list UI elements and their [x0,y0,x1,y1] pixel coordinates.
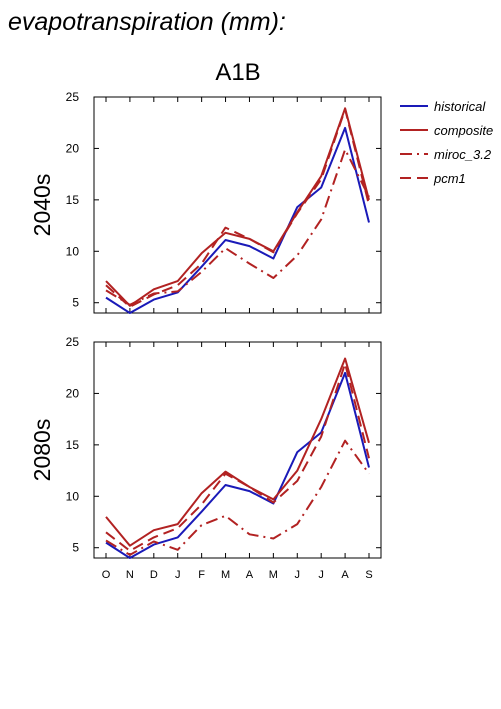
series-line-pcm1 [105,362,370,552]
x-tick-label: A [246,569,254,581]
legend-label: historical [434,99,486,114]
x-tick-label: A [341,569,349,581]
y-axis-label: 2040s [29,174,55,237]
x-tick-label: N [126,569,134,581]
y-tick-label: 10 [66,489,80,503]
x-tick-label: J [318,569,324,581]
y-axis-label: 2080s [29,419,55,482]
panel-2: 5 10 15 20 25 O N D J F M A M J J A S 2080s [29,335,382,581]
y-tick-label: 10 [66,244,80,258]
legend-label: miroc_3.2 [434,147,492,162]
x-tick-label: J [175,569,181,581]
series-line-composite [105,357,370,547]
legend-label: pcm1 [433,171,466,186]
y-tick-label: 20 [66,141,80,155]
x-tick-label: F [198,569,205,581]
series-line-miroc-3-2 [105,439,370,556]
panel-1: 5 10 15 20 25 2040s [29,90,382,314]
legend-label: composite [434,123,493,138]
x-tick-label: S [365,569,372,581]
y-tick-label: 5 [72,541,79,555]
scenario-title: A1B [215,59,260,86]
x-tick-label: J [295,569,301,581]
y-tick-label: 15 [66,193,80,207]
series-line-composite [105,107,370,307]
x-tick-label: D [150,569,158,581]
y-tick-label: 15 [66,438,80,452]
y-tick-label: 20 [66,386,80,400]
y-tick-label: 25 [66,335,80,349]
plot-frame [93,96,382,314]
figure-title: evapotranspiration (mm): [8,8,286,36]
x-tick-label: M [269,569,278,581]
series-line-historical [105,126,370,314]
x-tick-label: O [102,569,111,581]
plot-frame [93,341,382,559]
y-tick-label: 5 [72,296,79,310]
x-tick-label: M [221,569,230,581]
series-line-pcm1 [105,108,370,308]
series-line-historical [105,371,370,559]
series-line-miroc-3-2 [105,148,370,306]
panels-group: 5 10 15 20 25 2040s 5 10 15 20 25 O N D J F M A M J J A S 2080s [29,90,382,581]
y-tick-label: 25 [66,90,80,104]
legend: historical composite miroc_3.2 pcm1 [400,99,493,186]
